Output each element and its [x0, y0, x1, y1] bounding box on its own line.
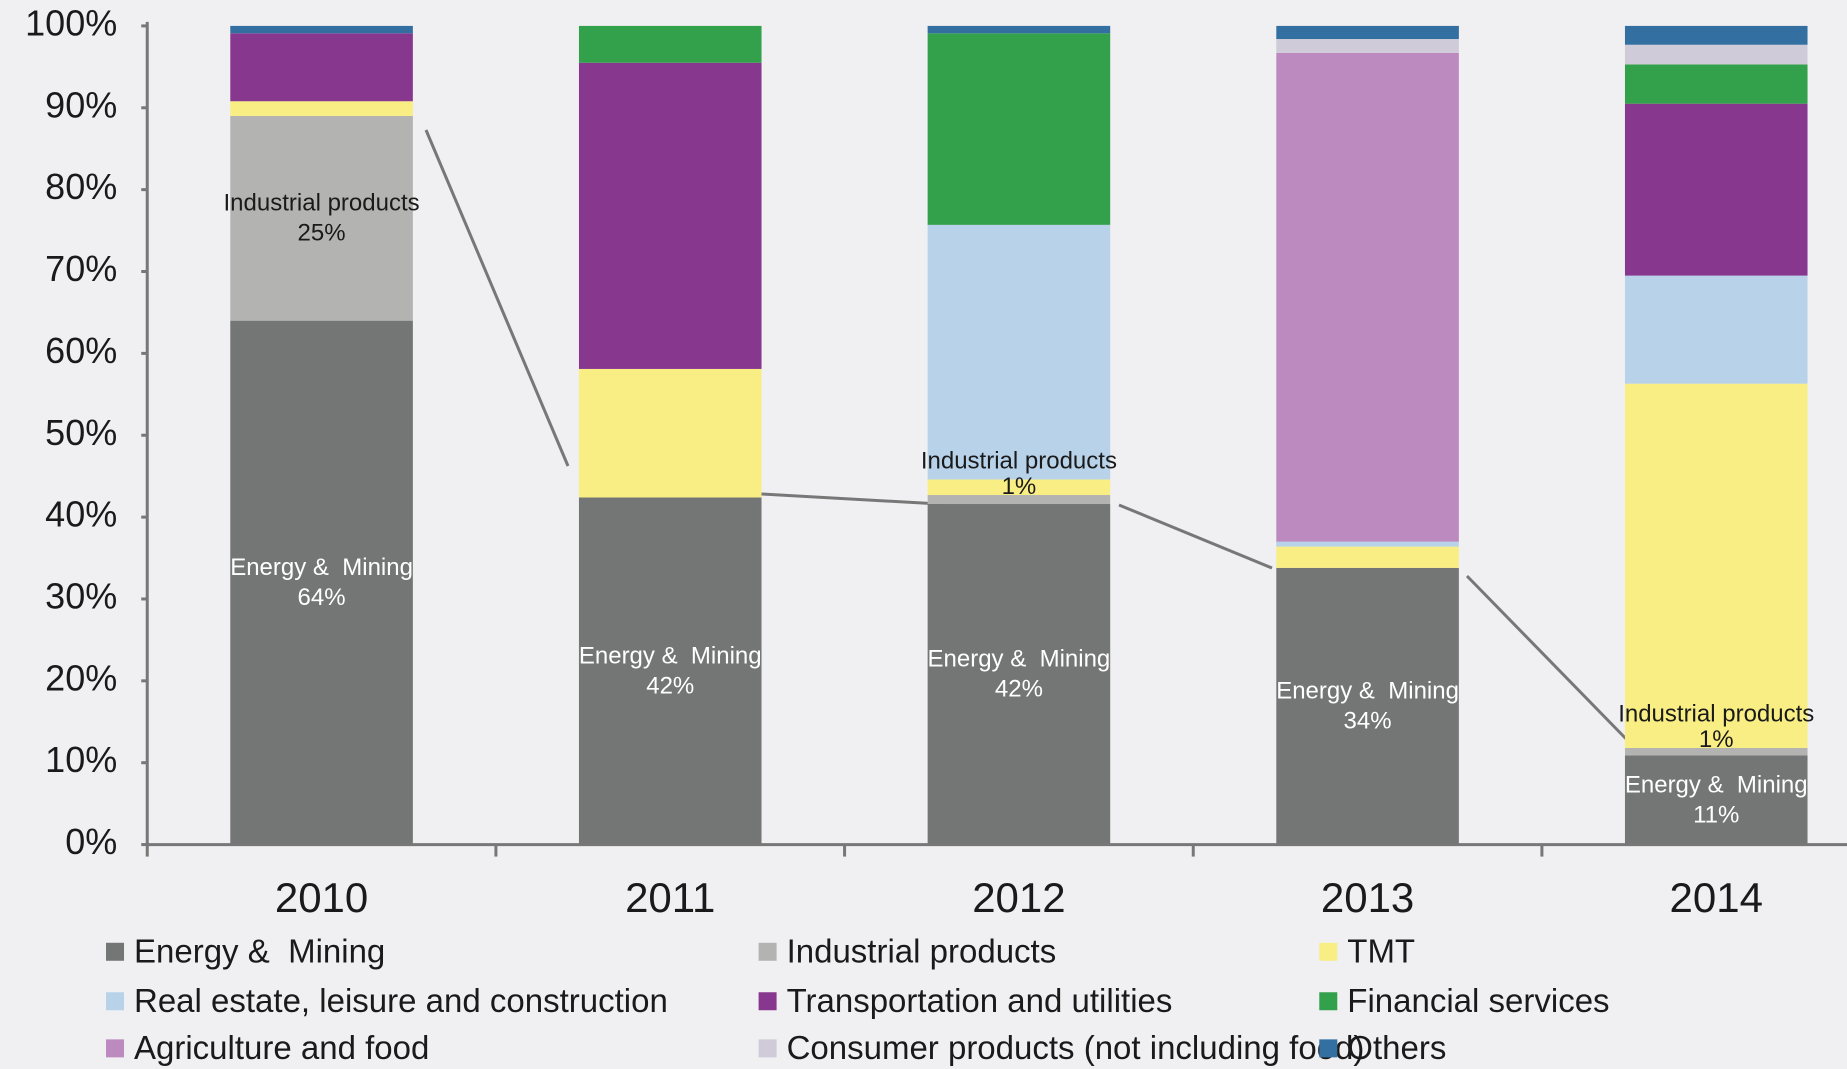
segment-label-value: 11%: [1693, 801, 1739, 828]
legend-swatch: [758, 1039, 777, 1058]
legend-swatch: [1319, 942, 1338, 961]
legend-swatch: [106, 942, 125, 961]
bar-segment: [1624, 44, 1808, 65]
legend-swatch: [758, 992, 777, 1011]
bar-segment: [1624, 64, 1808, 104]
y-tick-label: 40%: [45, 494, 117, 535]
legend-swatch: [758, 942, 777, 961]
bar-segment: [1624, 103, 1808, 276]
bar-segment: [1276, 541, 1459, 547]
bar-segment: [230, 115, 413, 321]
segment-label-name: Energy & Mining: [579, 642, 762, 669]
segment-label-name: Energy & Mining: [928, 646, 1111, 673]
x-tick-label: 2013: [1321, 874, 1414, 921]
segment-label-value: 1%: [1699, 726, 1734, 753]
legend-label: Consumer products (not including food): [787, 1029, 1365, 1066]
segment-label-value: 42%: [646, 672, 694, 699]
bar-segment: [1624, 747, 1808, 756]
x-tick-label: 2012: [972, 874, 1065, 921]
bar-segment: [1624, 383, 1808, 748]
segment-label-name: Energy & Mining: [1276, 678, 1459, 705]
bar-segment: [1624, 25, 1808, 45]
segment-label-name: Industrial products: [921, 447, 1117, 474]
bar-segment: [578, 368, 762, 498]
bar-segment: [230, 320, 413, 845]
segment-label-value: 64%: [298, 584, 346, 611]
y-tick-label: 30%: [45, 575, 117, 616]
y-tick-label: 50%: [45, 412, 117, 453]
y-tick-label: 0%: [65, 821, 117, 862]
bar-segment: [1276, 546, 1459, 568]
bar-segment: [578, 25, 762, 63]
segment-label-value: 25%: [298, 220, 346, 247]
legend-label: Transportation and utilities: [787, 982, 1173, 1019]
leader-line: [1465, 574, 1637, 750]
x-tick-label: 2011: [625, 874, 715, 921]
legend-label: Energy & Mining: [134, 932, 385, 969]
bar-segment: [927, 495, 1111, 505]
leader-line: [1118, 503, 1273, 570]
legend-swatch: [1319, 1039, 1338, 1058]
x-tick-label: 2014: [1670, 874, 1763, 921]
leader-line: [760, 492, 941, 506]
bar-segment: [230, 33, 413, 102]
y-tick-label: 90%: [45, 84, 117, 125]
y-tick-label: 100%: [25, 2, 117, 43]
bar-segment: [927, 25, 1111, 34]
bar-segment: [927, 479, 1111, 496]
bar-segment: [927, 224, 1111, 480]
segment-label-name: Energy & Mining: [1625, 771, 1808, 798]
segment-label-name: Energy & Mining: [230, 554, 413, 581]
bar-segment: [1276, 39, 1459, 53]
legend-swatch: [106, 1039, 125, 1058]
bar-segment: [578, 62, 762, 369]
bar-segment: [927, 504, 1111, 845]
legend-swatch: [1319, 992, 1338, 1011]
bar-segment: [1276, 52, 1459, 542]
x-tick-label: 2010: [275, 874, 368, 921]
legend-swatch: [106, 992, 125, 1011]
segment-label-name: Industrial products: [224, 190, 420, 217]
bar-segment: [1624, 275, 1808, 384]
y-tick-label: 60%: [45, 330, 117, 371]
segment-label-value: 42%: [995, 676, 1043, 703]
y-tick-label: 70%: [45, 248, 117, 289]
legend-label: TMT: [1347, 932, 1415, 969]
y-tick-label: 80%: [45, 166, 117, 207]
legend-label: Agriculture and food: [134, 1029, 429, 1066]
bar-segment: [230, 25, 413, 34]
bar-segment: [578, 497, 762, 845]
legend-label: Industrial products: [787, 932, 1057, 969]
y-tick-label: 10%: [45, 739, 117, 780]
segment-label-value: 1%: [1002, 473, 1037, 500]
segment-label-value: 34%: [1344, 708, 1392, 735]
bar-segment: [1276, 567, 1459, 845]
legend-label: Financial services: [1347, 982, 1609, 1019]
leader-line: [424, 129, 570, 467]
bar-segment: [1624, 755, 1808, 845]
bar-segment: [1276, 25, 1459, 40]
bar-segment: [230, 101, 413, 116]
legend-label: Others: [1347, 1029, 1446, 1066]
segment-label-name: Industrial products: [1618, 700, 1814, 727]
legend-label: Real estate, leisure and construction: [134, 982, 668, 1019]
y-tick-label: 20%: [45, 657, 117, 698]
bar-segment: [927, 33, 1111, 225]
leader-lines: [424, 129, 1637, 750]
